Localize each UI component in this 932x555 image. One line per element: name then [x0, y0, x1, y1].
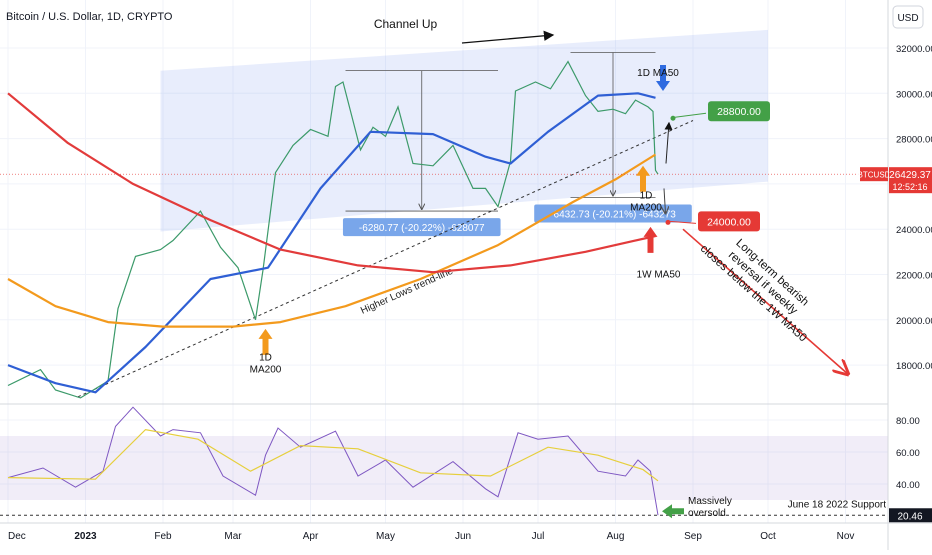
rsi-value-text: 20.46 — [897, 511, 922, 522]
ma200-label-aug-line1: 1D — [640, 191, 653, 202]
ma200-label-mar-line2: MA200 — [250, 364, 282, 375]
time-tick-label: 2023 — [74, 531, 97, 542]
time-tick-label: Nov — [837, 531, 855, 542]
price-tick-label: 22000.00 — [896, 271, 932, 282]
price-tick-label: 24000.00 — [896, 225, 932, 236]
target-point — [665, 219, 671, 225]
channel-up-band — [160, 29, 768, 232]
channel-label: Channel Up — [374, 17, 438, 31]
price-axis[interactable]: 32000.0030000.0028000.0026000.0024000.00… — [0, 44, 932, 372]
price-tag-countdown: 12:52:16 — [892, 182, 927, 192]
rsi-lines: June 18 2022 Support — [0, 406, 888, 516]
bearish-reversal-note: Long-term bearishreversal if weeklyclose… — [698, 222, 828, 345]
rsi-series-rsi-ma — [7, 428, 659, 482]
target-point — [670, 115, 676, 121]
time-tick-label: May — [376, 531, 395, 542]
time-tick-label: Sep — [684, 531, 702, 542]
symbol-tag-text: BTCUSD — [858, 171, 891, 180]
support-label: June 18 2022 Support — [788, 499, 887, 510]
drop-label: -6280.77 (-20.22%) -628077 — [359, 223, 485, 234]
currency-box[interactable] — [892, 5, 924, 29]
ma50w-arrow — [643, 226, 658, 253]
drop-label: -6432.73 (-20.21%) -643273 — [550, 209, 676, 220]
series-1d-ma50 — [7, 92, 656, 394]
time-tick-label: Jul — [532, 531, 545, 542]
ma50w-label: 1W MA50 — [637, 269, 681, 280]
symbol-tag — [860, 167, 888, 182]
rsi-tick-label: 80.00 — [896, 416, 920, 427]
ma50-label: 1D MA50 — [637, 68, 679, 79]
drop-label-box — [534, 204, 692, 223]
ma200-arrow-mar — [258, 328, 273, 355]
bullish-projection-arrow — [664, 121, 673, 164]
ma50-arrow — [656, 65, 670, 92]
channel-fill — [160, 29, 768, 232]
grid-lines — [0, 0, 888, 523]
series-1w-ma50 — [7, 92, 656, 274]
drop-measurements: -6280.77 (-20.22%) -628077 -6432.73 (-20.… — [342, 52, 692, 237]
price-tag — [889, 167, 932, 194]
oversold-arrow — [662, 504, 684, 519]
time-tick-label: Feb — [154, 531, 172, 542]
ma200-label-mar-line1: 1D — [259, 352, 272, 363]
time-tick-label: Dec — [8, 531, 26, 542]
price-tick-label: 20000.00 — [896, 316, 932, 327]
time-tick-label: Jun — [455, 531, 471, 542]
price-tick-label: 18000.00 — [896, 361, 932, 372]
moving-averages — [7, 92, 657, 394]
target-box — [698, 211, 760, 232]
time-tick-label: Mar — [224, 531, 242, 542]
target-label: 24000.00 — [707, 216, 751, 228]
target-connector — [674, 112, 707, 118]
price-tick-label: 28000.00 — [896, 135, 932, 146]
oversold-label-line2: oversold — [688, 508, 726, 519]
rsi-band — [0, 436, 888, 500]
rsi-band-fill — [0, 436, 888, 500]
ma200-arrow-aug — [636, 165, 650, 192]
time-tick-label: Aug — [607, 531, 625, 542]
time-tick-label: Oct — [760, 531, 776, 542]
rsi-series-rsi — [7, 406, 659, 516]
time-tick-label: Apr — [303, 531, 319, 542]
target-label: 28800.00 — [717, 106, 761, 118]
symbol-title: Bitcoin / U.S. Dollar, 1D, CRYPTO — [6, 11, 173, 23]
rsi-tick-label: 60.00 — [896, 448, 920, 459]
trend-line — [77, 120, 694, 398]
pullback-arrow — [664, 188, 666, 213]
target-box — [708, 101, 770, 122]
time-axis[interactable]: Dec 2023 Feb Mar Apr May Jun Jul Aug Sep Oct Nov — [8, 531, 854, 542]
rsi-axis[interactable]: 80.00 60.00 40.00 20.46 — [889, 416, 932, 523]
rsi-tick-label: 40.00 — [896, 480, 920, 491]
trend-line-label: Higher Lows trend-line — [359, 266, 455, 317]
rsi-value-tag — [889, 508, 932, 523]
price-tick-label: 30000.00 — [896, 89, 932, 100]
series-1d-ma200 — [7, 153, 657, 328]
price-tag-text: 26429.37 — [889, 170, 931, 181]
bearish-projection-arrow — [682, 228, 848, 374]
channel-arrow — [461, 30, 555, 44]
oversold-label-line1: Massively — [688, 496, 732, 507]
target-connector — [669, 220, 697, 224]
currency-label[interactable]: USD — [897, 13, 918, 24]
ma200-label-aug-line2: MA200 — [630, 203, 662, 214]
drop-label-box — [342, 218, 501, 237]
price-tick-label: 32000.00 — [896, 44, 932, 55]
